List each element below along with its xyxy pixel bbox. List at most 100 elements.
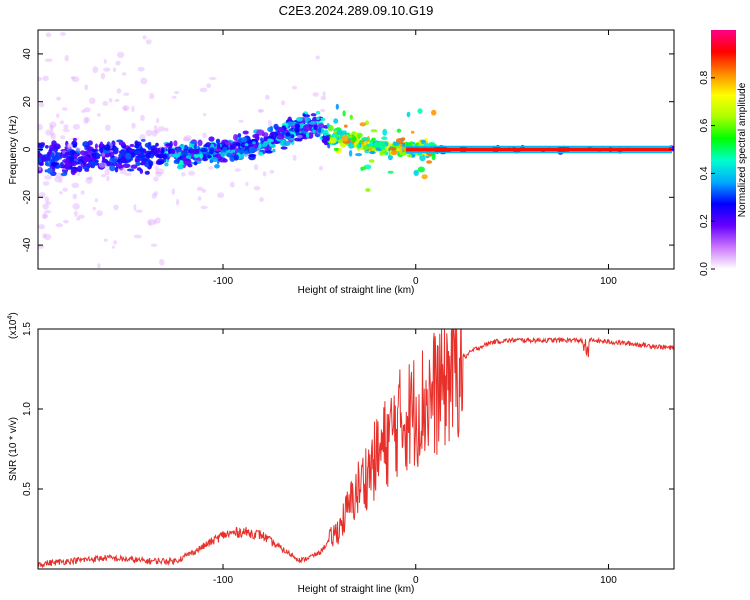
- spectrogram-cell: [38, 244, 44, 249]
- spectrogram-cell: [381, 136, 388, 140]
- spectrogram-cell: [389, 147, 397, 151]
- spectrogram-y-tick-label: -20: [22, 190, 33, 205]
- spectrogram-cell: [264, 94, 270, 100]
- spectrogram-cell: [84, 84, 89, 91]
- spectrogram-cell: [401, 137, 406, 141]
- colorbar-label: Normalized spectral amplitude: [737, 82, 748, 217]
- spectrogram-cell: [333, 147, 339, 151]
- spectrogram-cell: [123, 106, 128, 112]
- spectrogram-cell: [60, 135, 66, 140]
- spectrogram-cell: [121, 72, 127, 76]
- spectrogram-cell: [242, 130, 249, 135]
- spectrogram-cell: [62, 159, 70, 163]
- spectrogram-cell: [38, 123, 43, 131]
- spectrogram-cell: [134, 150, 142, 155]
- spectrogram-cell: [329, 137, 337, 144]
- spectrogram-cell: [209, 147, 215, 153]
- spectrogram-cell: [283, 140, 291, 146]
- spectrogram-cell: [38, 157, 42, 163]
- spectrogram-cell: [41, 154, 50, 158]
- spectrogram-cell: [170, 148, 175, 154]
- spectrogram-cell: [155, 142, 159, 147]
- spectrogram-cell: [72, 160, 77, 167]
- spectrogram-cell: [256, 129, 265, 136]
- snr-x-tick-label: -100: [213, 575, 233, 586]
- spectrogram-cell: [276, 135, 284, 140]
- spectrogram-cell: [373, 141, 382, 148]
- spectrogram-cell: [133, 204, 137, 212]
- spectrogram-cell: [63, 219, 69, 224]
- spectrogram-cell: [253, 186, 261, 191]
- spectrogram-cell: [119, 167, 127, 175]
- spectrogram-cell: [92, 66, 99, 74]
- spectrogram-cell: [229, 144, 236, 150]
- spectrogram-cell: [153, 219, 157, 225]
- spectrogram-cell: [94, 143, 98, 149]
- spectrogram-cell: [312, 92, 320, 97]
- spectrogram-cell: [46, 167, 53, 174]
- spectrogram-cell: [102, 101, 109, 106]
- spectrogram-cell: [369, 145, 373, 152]
- spectrogram-cell: [294, 127, 300, 133]
- spectrogram-cell: [370, 129, 378, 133]
- spectrogram-cell: [171, 188, 176, 195]
- spectrogram-cell: [144, 153, 151, 159]
- spectrogram-y-ticks: -40 -20 0 20 40: [22, 48, 674, 252]
- spectrogram-cell: [296, 116, 303, 122]
- spectrogram-cell: [135, 161, 141, 166]
- spectrogram-cell: [103, 67, 111, 72]
- spectrogram-cell: [150, 153, 154, 159]
- spectrogram-cell: [396, 128, 402, 133]
- spectrogram-cell: [140, 114, 145, 121]
- spectrogram-cell: [262, 171, 267, 177]
- spectrogram-cell: [365, 143, 374, 147]
- spectrogram-cell: [147, 141, 152, 146]
- spectrogram-cell: [315, 110, 321, 115]
- spectrogram-cell: [290, 134, 295, 139]
- snr-panel: -100 0 100 0.5 1.0 1.5 (x104) Height of stra…: [7, 312, 675, 595]
- spectrogram-cell: [44, 196, 50, 204]
- spectrogram-cell: [333, 118, 339, 124]
- spectrogram-cell: [229, 181, 235, 188]
- spectrogram-cell: [154, 285, 162, 291]
- spectrogram-cell: [171, 95, 177, 99]
- spectrogram-cell: [189, 140, 198, 144]
- snr-y-tick-label: 0.5: [22, 482, 33, 496]
- spectrogram-cell: [310, 113, 317, 117]
- spectrogram-cell: [38, 142, 43, 147]
- spectrogram-cell: [193, 153, 199, 159]
- spectrogram-x-label: Height of straight line (km): [298, 285, 415, 296]
- spectrogram-cell: [117, 51, 125, 59]
- spectrogram-cell: [431, 109, 437, 116]
- spectrogram-cell: [360, 166, 364, 171]
- spectrogram-cell: [108, 151, 115, 158]
- spectrogram-cell: [82, 165, 90, 170]
- spectrogram-cell: [113, 240, 117, 245]
- snr-y-tick-label: 1.0: [22, 402, 33, 416]
- spectrogram-cell: [184, 144, 188, 149]
- spectrogram-cell: [124, 172, 132, 176]
- spectrogram-cell: [142, 35, 147, 40]
- spectrogram-cell: [72, 123, 80, 130]
- spectrogram-cell: [73, 152, 78, 160]
- spectrogram-cell: [62, 187, 68, 192]
- spectrogram-cell: [368, 159, 375, 163]
- spectrogram-cell: [164, 127, 169, 132]
- spectrogram-cell: [91, 148, 99, 153]
- spectrogram-cell: [192, 148, 200, 155]
- spectrogram-cell: [267, 119, 272, 127]
- spectrogram-cell: [69, 156, 75, 160]
- spectrogram-cell: [88, 97, 96, 104]
- spectrogram-cell: [80, 190, 85, 195]
- spectrogram-cell: [348, 150, 353, 157]
- spectrogram-marks: [38, 32, 674, 291]
- spectrogram-cell: [292, 154, 297, 161]
- snr-x-tick-label: 0: [413, 575, 419, 586]
- spectrogram-cell: [153, 191, 158, 196]
- spectrogram-cell: [42, 212, 48, 220]
- spectrogram-cell: [355, 153, 363, 157]
- spectrogram-cell: [131, 105, 135, 113]
- spectrogram-cell: [38, 102, 45, 108]
- spectrogram-cell: [207, 154, 212, 159]
- spectrogram-cell: [213, 148, 222, 152]
